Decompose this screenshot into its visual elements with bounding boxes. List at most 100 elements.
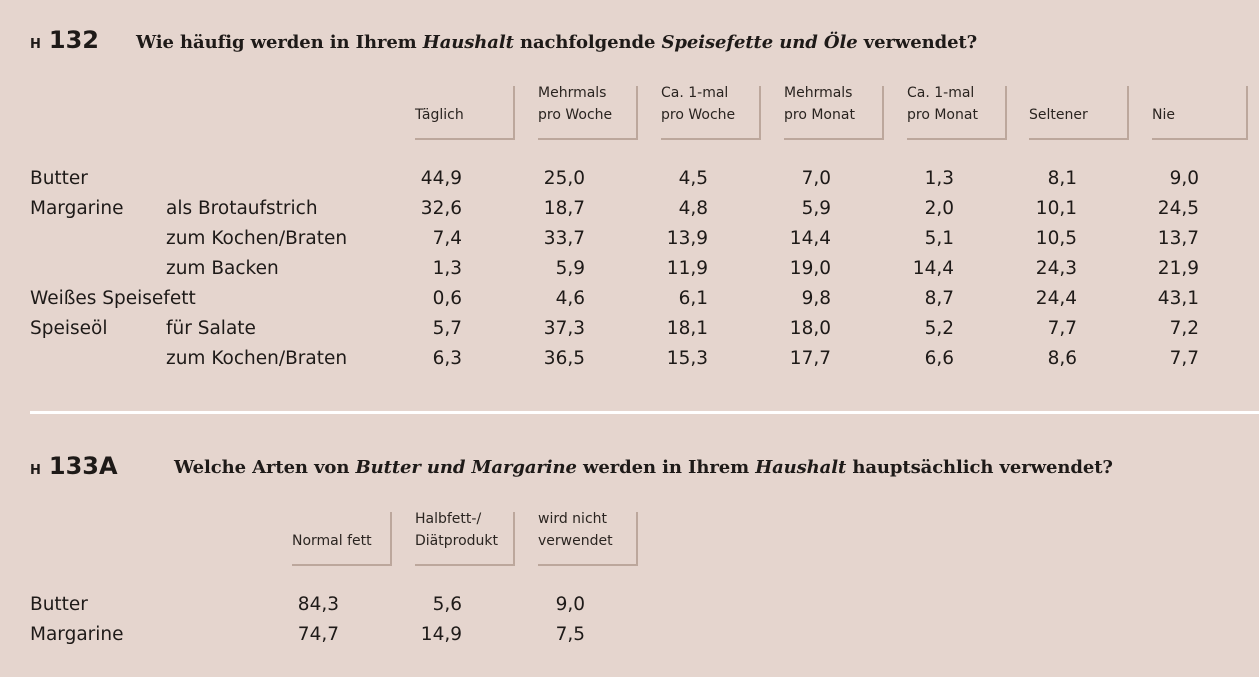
table-cell-value: 10,5	[1035, 228, 1077, 249]
table-cell-value: 5,2	[924, 318, 954, 339]
row-label: Margarine	[30, 198, 124, 219]
table-cell-value: 36,5	[543, 348, 585, 369]
table-cell-value: 5,6	[432, 594, 462, 615]
table-cell-value: 0,6	[432, 288, 462, 309]
table-cell-value: 15,3	[666, 348, 708, 369]
question-text-h132: Wie häufig werden in Ihrem Haushalt nach…	[136, 32, 977, 53]
table-cell-value: 8,7	[924, 288, 954, 309]
column-header: Nie	[1152, 86, 1248, 140]
question-text-part: Welche Arten von	[174, 457, 356, 478]
table-cell-value: 74,7	[297, 624, 339, 645]
question-text-emphasis: Haushalt	[755, 457, 847, 478]
question-text-emphasis: Speisefette und Öle	[661, 32, 858, 53]
table-cell-value: 18,7	[543, 198, 585, 219]
row-label: Butter	[30, 594, 88, 615]
column-header-line: pro Woche	[661, 107, 736, 123]
table-cell-value: 5,9	[555, 258, 585, 279]
column-header: Mehrmals pro Woche	[538, 85, 638, 140]
column-header: Täglich	[415, 86, 515, 140]
question-text-part: Wie häufig werden in Ihrem	[136, 32, 423, 53]
column-header: Halbfett-/ Diätprodukt	[415, 511, 515, 566]
table-cell-value: 9,0	[555, 594, 585, 615]
row-sublabel: zum Kochen/Braten	[166, 348, 348, 369]
table-cell-value: 7,2	[1169, 318, 1199, 339]
column-header: Ca. 1-mal pro Monat	[907, 85, 1007, 140]
table-cell-value: 2,0	[924, 198, 954, 219]
column-header: Seltener	[1029, 86, 1129, 140]
table-cell-value: 4,8	[678, 198, 708, 219]
question-text-emphasis: Butter und Margarine	[355, 457, 577, 478]
table-cell-value: 44,9	[420, 168, 462, 189]
table-cell-value: 33,7	[543, 228, 585, 249]
column-header: Mehrmals pro Monat	[784, 85, 884, 140]
table-cell-value: 13,7	[1157, 228, 1199, 249]
question-prefix: H	[30, 463, 41, 478]
table-cell-value: 14,4	[789, 228, 831, 249]
table-cell-value: 14,4	[912, 258, 954, 279]
column-header-line: verwendet	[538, 533, 613, 549]
table-cell-value: 10,1	[1035, 198, 1077, 219]
table-cell-value: 11,9	[666, 258, 708, 279]
section-divider	[30, 411, 1259, 414]
column-header: Normal fett	[292, 512, 392, 566]
table-cell-value: 4,6	[555, 288, 585, 309]
column-header-line: Mehrmals	[538, 85, 607, 101]
table-cell-value: 1,3	[432, 258, 462, 279]
question-prefix: H	[30, 37, 41, 52]
table-cell-value: 9,8	[801, 288, 831, 309]
table-cell-value: 32,6	[420, 198, 462, 219]
row-sublabel: zum Backen	[166, 258, 279, 279]
question-text-h133a: Welche Arten von Butter und Margarine we…	[174, 457, 1113, 478]
table-cell-value: 24,5	[1157, 198, 1199, 219]
table-cell-value: 4,5	[678, 168, 708, 189]
table-cell-value: 9,0	[1169, 168, 1199, 189]
table-cell-value: 14,9	[420, 624, 462, 645]
column-header-line: Nie	[1152, 107, 1175, 123]
table-cell-value: 7,7	[1169, 348, 1199, 369]
table-cell-value: 8,1	[1047, 168, 1077, 189]
question-text-emphasis: Haushalt	[422, 32, 514, 53]
table-cell-value: 18,1	[666, 318, 708, 339]
table-cell-value: 5,1	[924, 228, 954, 249]
table-cell-value: 21,9	[1157, 258, 1199, 279]
column-header-line: Ca. 1-mal	[661, 85, 729, 101]
row-label: Speiseöl	[30, 318, 108, 339]
table-cell-value: 17,7	[789, 348, 831, 369]
column-header-line: wird nicht	[538, 511, 608, 527]
question-number: 132	[48, 26, 99, 54]
column-header-line: Diätprodukt	[415, 533, 498, 549]
question-text-part: hauptsächlich verwendet?	[846, 457, 1113, 478]
table-cell-value: 5,7	[432, 318, 462, 339]
table-cell-value: 13,9	[666, 228, 708, 249]
column-header-line: Mehrmals	[784, 85, 853, 101]
table-cell-value: 24,3	[1035, 258, 1077, 279]
table-cell-value: 6,1	[678, 288, 708, 309]
table-cell-value: 6,6	[924, 348, 954, 369]
table-cell-value: 37,3	[543, 318, 585, 339]
column-header-line: Täglich	[415, 107, 464, 123]
question-number-h133a: H 133A	[30, 452, 118, 480]
row-label: Weißes Speisefett	[30, 288, 196, 309]
table-cell-value: 18,0	[789, 318, 831, 339]
column-header-line: pro Monat	[784, 107, 855, 123]
row-label: Margarine	[30, 624, 124, 645]
column-header-line: pro Woche	[538, 107, 613, 123]
table-cell-value: 7,5	[555, 624, 585, 645]
row-sublabel: für Salate	[166, 318, 256, 339]
question-number: 133A	[48, 452, 118, 480]
table-cell-value: 5,9	[801, 198, 831, 219]
question-text-part: nachfolgende	[513, 32, 662, 53]
table-cell-value: 7,4	[432, 228, 462, 249]
table-cell-value: 7,0	[801, 168, 831, 189]
question-text-part: verwendet?	[857, 32, 978, 53]
table-cell-value: 24,4	[1035, 288, 1077, 309]
table-cell-value: 6,3	[432, 348, 462, 369]
table-cell-value: 19,0	[789, 258, 831, 279]
question-text-part: werden in Ihrem	[576, 457, 756, 478]
column-header-line: pro Monat	[907, 107, 978, 123]
column-header-line: Ca. 1-mal	[907, 85, 975, 101]
question-number-h132: H 132	[30, 26, 99, 54]
table-cell-value: 1,3	[924, 168, 954, 189]
table-cell-value: 7,7	[1047, 318, 1077, 339]
row-label: Butter	[30, 168, 88, 189]
